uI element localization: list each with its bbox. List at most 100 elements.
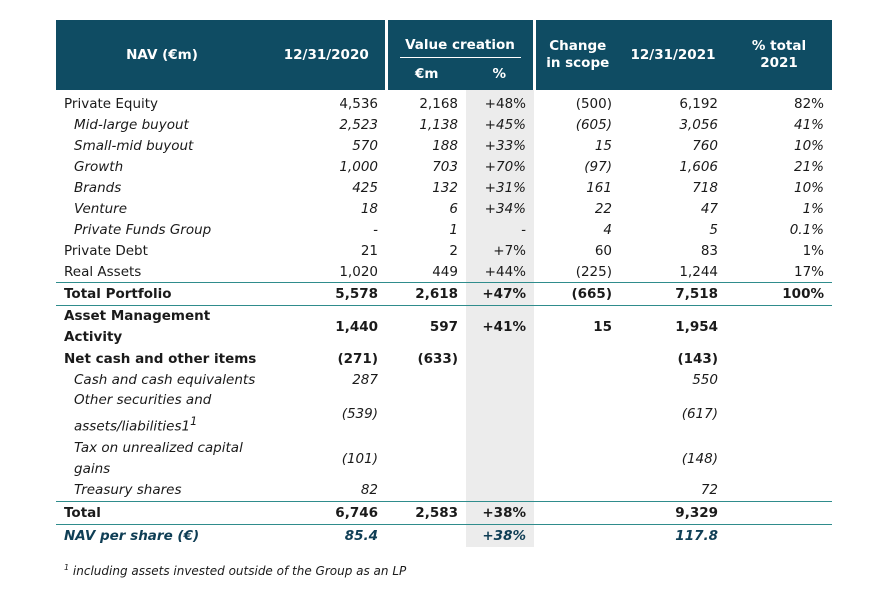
cell-2021: 3,056 [679,116,718,133]
cell-pct: +41% [466,305,534,348]
cell-total [726,438,832,480]
cell-2020: 82 [360,482,378,498]
cell-total [726,390,832,438]
table-row: Real Assets 1,020 449 +44% (225) 1,244 1… [56,261,832,283]
row-label: Growth [74,158,124,175]
cell-pct: +48% [466,90,534,114]
cell-pct [466,437,534,480]
cell-total: 100% [726,282,832,306]
footnote-text: including assets invested outside of the… [69,564,407,578]
cell-2020: 425 [352,179,378,196]
row-label: Brands [74,179,122,196]
cell-2020: 570 [352,137,378,154]
table-row: Treasury shares 82 72 [56,479,832,502]
cell-pct: +33% [466,135,534,156]
row-label: Other securities and assets/liabilities1… [56,390,268,438]
cell-total: 10% [793,179,824,196]
cell-pct: +34% [466,198,534,219]
table-row: Venture 18 6 +34% 22 47 1% [56,198,832,219]
cell-scope: (665) [534,282,620,306]
table-row: Cash and cash equivalents 287 550 [56,369,832,390]
cell-pct [466,390,534,438]
cell-total: 82% [793,95,824,112]
cell-2020: 5,578 [268,282,386,306]
cell-total [726,500,832,525]
cell-scope: (225) [575,263,612,280]
cell-scope: (605) [575,116,612,133]
row-label: Net cash and other items [64,350,257,367]
cell-2021: 7,518 [620,282,726,306]
footnote: 1 including assets invested outside of t… [64,563,406,578]
cell-em: 1,138 [419,116,458,133]
cell-em: 188 [432,137,458,154]
cell-pct: +31% [466,177,534,198]
footnote-mark: 1 [64,563,70,572]
cell-em: 2,583 [386,500,466,525]
table-row: Other securities and assets/liabilities1… [56,390,832,438]
cell-em: 132 [432,179,458,196]
row-label: Tax on unrealized capital gains [74,439,243,477]
cell-2020: 21 [360,242,378,259]
cell-total: 10% [793,137,824,154]
cell-total: 1% [802,242,824,259]
total-line2: 2021 [760,55,798,71]
row-label: Asset Management Activity [64,308,211,345]
cell-2021: 1,244 [679,263,718,280]
cell-scope [534,500,620,525]
header-em: €m [384,58,466,90]
header-pct-total: % total 2021 [726,20,832,90]
cell-2021: 5 [709,221,718,238]
cell-pct: +38% [466,500,534,525]
cell-2021: (617) [681,405,718,422]
row-label: NAV per share (€) [64,527,200,544]
cell-2020: (101) [341,450,378,467]
cell-2020: 1,020 [339,263,378,280]
cell-scope [534,438,620,480]
cell-total [726,348,832,369]
cell-scope [534,369,620,390]
cell-scope: 161 [586,179,612,196]
cell-scope [534,390,620,438]
table-row: Small-mid buyout 570 188 +33% 15 760 10% [56,135,832,156]
header-value-creation: Value creation [384,20,534,58]
footnote-ref: 1 [190,415,198,428]
row-label: Private Funds Group [74,221,212,238]
cell-2021: 117.8 [675,527,718,544]
cell-total: 41% [793,116,824,133]
change-scope-line1: Change [549,38,607,54]
cell-em [386,390,466,438]
cell-em [386,480,466,502]
cell-scope [534,480,620,502]
table-row: Tax on unrealized capital gains (101) (1… [56,437,832,480]
table-row: Private Debt 21 2 +7% 60 83 1% [56,240,832,261]
cell-total: 17% [793,263,824,280]
nav-table: NAV (€m) 12/31/2020 Value creation Chang… [56,20,832,547]
cell-2020: 287 [352,371,378,388]
cell-scope: 4 [603,221,612,238]
cell-2021: (143) [677,350,718,367]
cell-2020: - [373,221,378,238]
row-label-text: Other securities and assets/liabilities1 [74,392,212,435]
table-row: Private Equity 4,536 2,168 +48% (500) 6,… [56,90,832,114]
cell-2020: 2,523 [339,116,378,133]
table-row: Mid-large buyout 2,523 1,138 +45% (605) … [56,114,832,135]
cell-pct: +47% [466,282,534,306]
cell-scope: 15 [593,319,612,335]
table-row: Growth 1,000 703 +70% (97) 1,606 21% [56,156,832,177]
cell-em: 6 [449,200,458,217]
cell-scope: 15 [594,137,612,154]
row-label: Venture [74,200,128,217]
cell-em: (633) [417,350,458,367]
cell-2020: 85.4 [344,527,378,544]
cell-em: 597 [429,319,458,335]
cell-em: 2,168 [419,95,458,112]
cell-2020: (271) [337,350,378,367]
table-row: Private Funds Group - 1 - 4 5 0.1% [56,219,832,240]
table-row: Brands 425 132 +31% 161 718 10% [56,177,832,198]
header-2020: 12/31/2020 [268,20,386,90]
row-label: Real Assets [64,263,142,280]
cell-em [386,438,466,480]
cell-2021: 1,954 [675,319,718,335]
cell-2021: 550 [692,371,718,388]
cell-2021: 9,329 [620,500,726,525]
